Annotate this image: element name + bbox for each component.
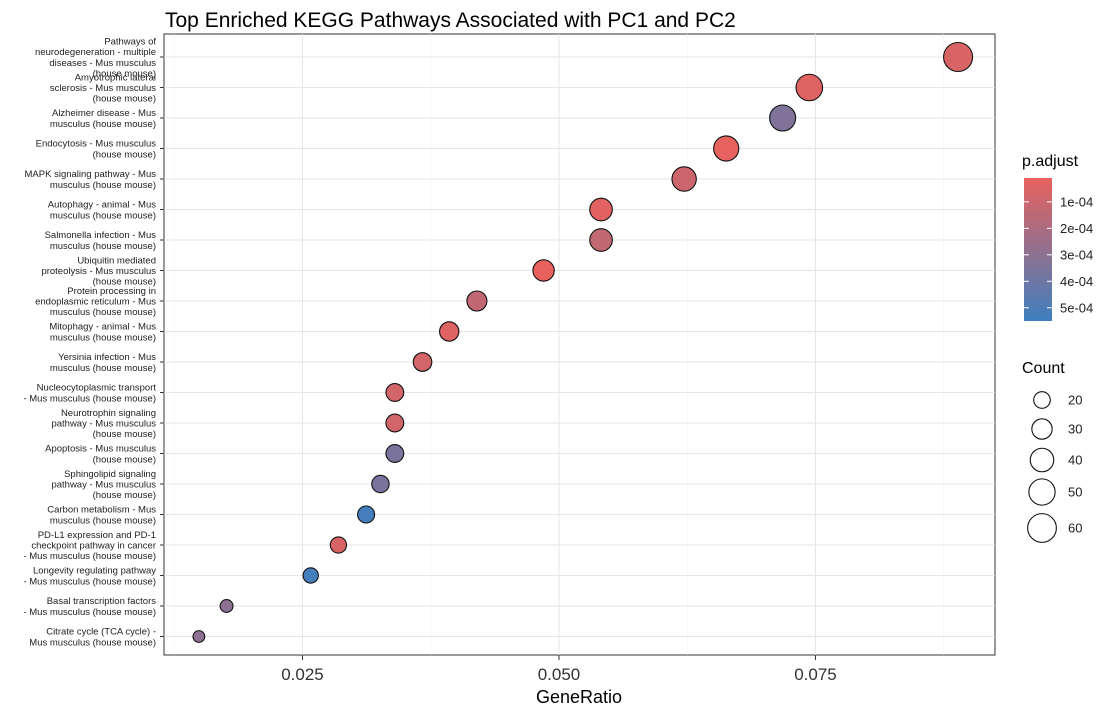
- y-tick-label: Protein processing in endoplasmic reticul…: [35, 286, 156, 318]
- data-point: [412, 352, 433, 372]
- legend-padjust-title: p.adjust: [1022, 153, 1079, 170]
- x-tick-label: 0.050: [538, 665, 581, 684]
- grid-lines: [164, 34, 995, 655]
- y-tick-label: Sphingolipid signaling pathway - Mus musc…: [51, 469, 156, 501]
- y-tick-label: Endocytosis - Mus musculus (house mouse): [36, 139, 157, 161]
- y-tick-label: Salmonella infection - Mus musculus (hous…: [45, 230, 157, 252]
- y-tick-label: Citrate cycle (TCA cycle) -Mus musculus …: [29, 627, 156, 649]
- data-point: [671, 166, 697, 192]
- padjust-tick-label: 5e-04: [1060, 300, 1093, 315]
- data-point: [385, 444, 405, 463]
- data-point: [713, 135, 740, 162]
- count-legend-circle: [1029, 447, 1055, 473]
- padjust-colorbar-ticks: 1e-04 2e-04 3e-04 4e-04 5e-04: [1024, 194, 1093, 315]
- plot-panel: [163, 33, 996, 656]
- legend-padjust: p.adjust 1e-04 2e-04 3e-04 4e-04 5e-04: [1022, 153, 1093, 321]
- data-points: [192, 41, 974, 643]
- count-legend-label: 40: [1068, 453, 1082, 468]
- data-point: [219, 599, 234, 613]
- count-legend-label: 30: [1068, 422, 1082, 437]
- data-point: [795, 73, 824, 102]
- count-legend-label: 20: [1068, 393, 1082, 408]
- data-point: [371, 474, 390, 494]
- data-point: [329, 536, 348, 554]
- data-point: [385, 413, 405, 433]
- padjust-tick-label: 1e-04: [1060, 194, 1093, 209]
- y-tick-label: Pathways of neurodegeneration - multiple d…: [35, 37, 156, 80]
- padjust-tick-label: 4e-04: [1060, 274, 1093, 289]
- y-tick-label: Ubiquitin mediated proteolysis - Mus musc…: [41, 255, 156, 287]
- x-tick-label: 0.025: [281, 665, 324, 684]
- y-tick-label: Mitophagy - animal - Mus musculus (house …: [49, 322, 156, 344]
- count-legend-circle: [1031, 418, 1053, 440]
- legend-count-title: Count: [1022, 360, 1065, 377]
- data-point: [357, 505, 376, 524]
- y-tick-label: Basal transcription factors - Mus musculu…: [23, 596, 156, 618]
- y-tick-label: Autophagy - animal - Mus musculus (house …: [48, 200, 156, 222]
- padjust-colorbar: [1024, 178, 1052, 321]
- y-tick-label: Amyotrophic lateral sclerosis - Mus muscu…: [50, 72, 156, 104]
- x-axis: 0.025 0.050 0.075: [281, 655, 837, 684]
- y-axis-labels: Pathways of neurodegeneration - multiple d…: [23, 37, 164, 649]
- data-point: [769, 104, 797, 132]
- count-legend-circle: [1033, 391, 1051, 409]
- y-tick-label: Carbon metabolism - Mus musculus (house m…: [47, 505, 156, 527]
- count-legend-label: 50: [1068, 485, 1082, 500]
- data-point: [466, 290, 488, 312]
- count-legend-keys: 20 30 40 50 60: [1027, 391, 1082, 543]
- y-tick-label: MAPK signaling pathway - Mus musculus (ho…: [25, 169, 157, 191]
- data-point: [302, 567, 319, 584]
- y-tick-label: PD-L1 expression and PD-1 checkpoint path…: [23, 530, 156, 562]
- count-legend-label: 60: [1068, 521, 1082, 536]
- chart-title: Top Enriched KEGG Pathways Associated wi…: [165, 9, 736, 32]
- y-tick-label: Neurotrophin signaling pathway - Mus musc…: [51, 408, 156, 440]
- x-axis-title: GeneRatio: [536, 687, 622, 707]
- data-point: [532, 259, 555, 282]
- data-point: [943, 41, 974, 73]
- y-tick-label: Nucleocytoplasmic transport - Mus musculu…: [23, 383, 156, 405]
- padjust-tick-label: 2e-04: [1060, 221, 1093, 236]
- count-legend-circle: [1027, 513, 1057, 543]
- legend-count: Count 20 30 40 50 60: [1022, 360, 1082, 543]
- data-point: [589, 228, 613, 252]
- y-tick-label: Apoptosis - Mus musculus (house mouse): [45, 444, 156, 466]
- y-tick-label: Longevity regulating pathway - Mus muscul…: [23, 566, 156, 588]
- y-tick-label: Yersinia infection - Mus musculus (house …: [50, 352, 156, 374]
- padjust-tick-label: 3e-04: [1060, 247, 1093, 262]
- count-legend-circle: [1028, 478, 1056, 506]
- data-point: [439, 321, 460, 342]
- y-tick-label: Alzheimer disease - Mus musculus (house m…: [50, 108, 156, 130]
- data-point: [589, 197, 613, 222]
- data-point: [385, 383, 405, 402]
- x-tick-label: 0.075: [794, 665, 837, 684]
- data-point: [192, 630, 206, 643]
